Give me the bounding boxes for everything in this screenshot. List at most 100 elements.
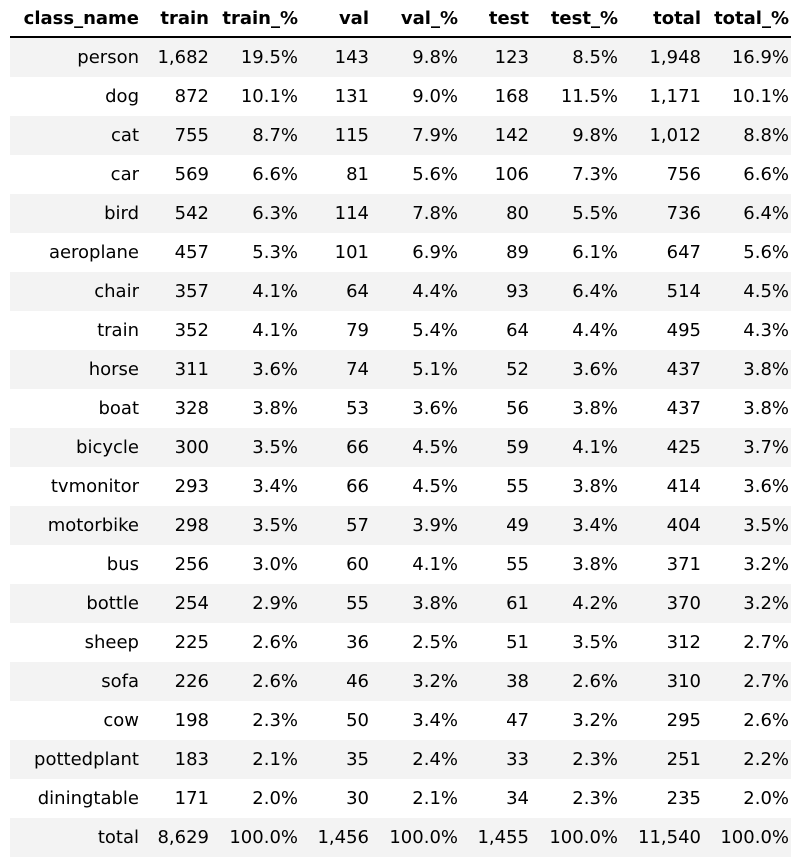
cell-train: 10.1% (240, 86, 298, 107)
cell-train: 3.0% (252, 554, 298, 575)
cell-train: 171 (174, 788, 209, 809)
cell-train: 2.6% (252, 671, 298, 692)
cell-train: 2.9% (252, 593, 298, 614)
cell-test: 51 (506, 632, 529, 653)
class-distribution-table: class_name train train_% val val_% test test_%… (10, 0, 791, 857)
cell-val: 2.1% (412, 788, 458, 809)
cell-class-name: cat (111, 125, 139, 146)
cell-test: 56 (506, 398, 529, 419)
cell-val: 5.4% (412, 320, 458, 341)
cell-class-name: aeroplane (48, 242, 139, 263)
cell-class-name: pottedplant (34, 749, 139, 770)
cell-train: 8.7% (252, 125, 298, 146)
column-header-val: val_% (400, 7, 458, 29)
cell-val: 114 (334, 203, 369, 224)
table-row: pottedplant 183 2.1% 35 2.4% 33 2.3% 251 2.2% (10, 740, 791, 779)
column-header-class-name: class_name (23, 7, 139, 29)
table-row: cow 198 2.3% 50 3.4% 47 3.2% 295 2.6% (10, 701, 791, 740)
table-row: diningtable 171 2.0% 30 2.1% 34 2.3% 235 2.0% (10, 779, 791, 818)
cell-train: 2.1% (252, 749, 298, 770)
table-row: car 569 6.6% 81 5.6% 106 7.3% 756 6.6% (10, 155, 791, 194)
cell-test: 47 (506, 710, 529, 731)
table-row: chair 357 4.1% 64 4.4% 93 6.4% 514 4.5% (10, 272, 791, 311)
header-row: class_name train train_% val val_% test test_%… (10, 0, 791, 37)
cell-total: 235 (666, 788, 701, 809)
cell-train: 2.6% (252, 632, 298, 653)
cell-test: 106 (494, 164, 529, 185)
cell-train: 2.0% (252, 788, 298, 809)
cell-val: 100.0% (389, 827, 458, 848)
cell-val: 6.9% (412, 242, 458, 263)
cell-val: 7.9% (412, 125, 458, 146)
cell-val: 57 (346, 515, 369, 536)
cell-total: 8.8% (743, 125, 789, 146)
cell-test: 2.3% (572, 749, 618, 770)
cell-val: 101 (334, 242, 369, 263)
cell-train: 542 (174, 203, 209, 224)
cell-total: 11,540 (638, 827, 701, 848)
cell-class-name: cow (103, 710, 139, 731)
cell-val: 5.1% (412, 359, 458, 380)
table-row: sheep 225 2.6% 36 2.5% 51 3.5% 312 2.7% (10, 623, 791, 662)
cell-val: 66 (346, 476, 369, 497)
cell-train: 872 (174, 86, 209, 107)
cell-train: 254 (174, 593, 209, 614)
cell-total: 10.1% (731, 86, 789, 107)
cell-train: 100.0% (229, 827, 298, 848)
cell-val: 5.6% (412, 164, 458, 185)
cell-test: 100.0% (549, 827, 618, 848)
cell-total: 6.4% (743, 203, 789, 224)
cell-val: 3.4% (412, 710, 458, 731)
cell-total: 3.8% (743, 359, 789, 380)
cell-val: 143 (334, 47, 369, 68)
cell-total: 4.3% (743, 320, 789, 341)
cell-train: 3.5% (252, 437, 298, 458)
column-header-test: test_% (550, 7, 618, 29)
cell-val: 3.8% (412, 593, 458, 614)
table-row: aeroplane 457 5.3% 101 6.9% 89 6.1% 647 5.6% (10, 233, 791, 272)
cell-class-name: person (77, 47, 139, 68)
cell-test: 3.6% (572, 359, 618, 380)
cell-train: 352 (174, 320, 209, 341)
cell-total: 2.7% (743, 632, 789, 653)
cell-class-name: car (110, 164, 139, 185)
cell-test: 3.8% (572, 554, 618, 575)
table-header: class_name train train_% val val_% test test_%… (10, 0, 791, 37)
cell-val: 2.4% (412, 749, 458, 770)
cell-total: 2.0% (743, 788, 789, 809)
cell-total: 1,948 (649, 47, 701, 68)
cell-total: 5.6% (743, 242, 789, 263)
column-header-train: train_% (222, 7, 298, 29)
cell-test: 123 (494, 47, 529, 68)
cell-test: 5.5% (572, 203, 618, 224)
cell-test: 4.2% (572, 593, 618, 614)
cell-val: 9.0% (412, 86, 458, 107)
cell-val: 81 (346, 164, 369, 185)
table-row: tvmonitor 293 3.4% 66 4.5% 55 3.8% 414 3.6% (10, 467, 791, 506)
cell-test: 80 (506, 203, 529, 224)
cell-test: 6.4% (572, 281, 618, 302)
cell-class-name: boat (98, 398, 139, 419)
cell-test: 168 (494, 86, 529, 107)
cell-class-name: sofa (101, 671, 139, 692)
cell-train: 225 (174, 632, 209, 653)
cell-val: 2.5% (412, 632, 458, 653)
cell-test: 3.5% (572, 632, 618, 653)
cell-train: 4.1% (252, 281, 298, 302)
cell-train: 19.5% (240, 47, 298, 68)
cell-val: 79 (346, 320, 369, 341)
cell-val: 66 (346, 437, 369, 458)
table-row: bird 542 6.3% 114 7.8% 80 5.5% 736 6.4% (10, 194, 791, 233)
table-total-row: total 8,629 100.0% 1,456 100.0% 1,455 100.0% 11… (10, 818, 791, 857)
cell-total: 1,171 (649, 86, 701, 107)
cell-total: 251 (666, 749, 701, 770)
cell-total: 1,012 (649, 125, 701, 146)
cell-val: 4.5% (412, 476, 458, 497)
table-row: bottle 254 2.9% 55 3.8% 61 4.2% 370 3.2% (10, 584, 791, 623)
cell-val: 35 (346, 749, 369, 770)
cell-train: 183 (174, 749, 209, 770)
cell-test: 55 (506, 554, 529, 575)
cell-train: 198 (174, 710, 209, 731)
cell-train: 300 (174, 437, 209, 458)
cell-test: 4.4% (572, 320, 618, 341)
